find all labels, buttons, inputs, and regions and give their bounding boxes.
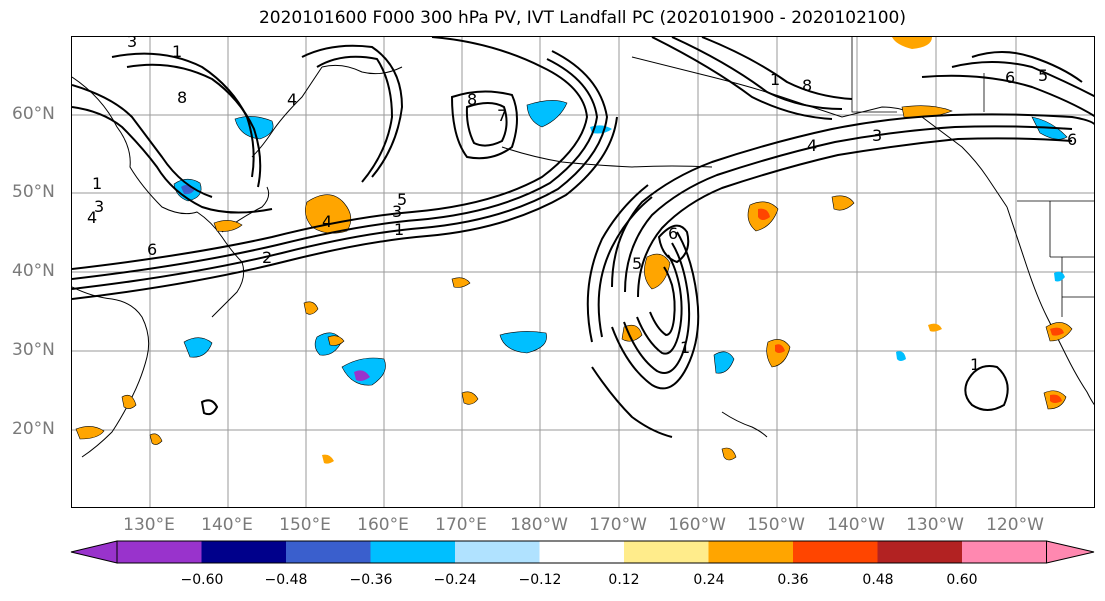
contour-label: 6 — [1005, 68, 1015, 87]
contour-label: 3 — [872, 126, 882, 145]
colorbar-segment — [286, 541, 371, 563]
contour-label: 3 — [94, 197, 104, 216]
colorbar-tick: −0.60 — [180, 572, 224, 588]
lat-label: 30°N — [12, 340, 55, 360]
contour-label: 4 — [87, 208, 97, 227]
contour-label: 1 — [680, 338, 690, 357]
contour-label: 1 — [92, 174, 102, 193]
colorbar-tick: −0.36 — [349, 572, 393, 588]
colorbar-tick: −0.12 — [518, 572, 562, 588]
lat-label: 60°N — [12, 104, 55, 124]
lon-label: 150°W — [747, 515, 805, 535]
contour-label: 6 — [1067, 130, 1077, 149]
lon-label: 170°W — [589, 515, 647, 535]
contour-label: 5 — [397, 190, 407, 209]
colorbar-segment — [877, 541, 963, 563]
contour-label: 6 — [668, 224, 678, 243]
lat-label: 50°N — [12, 182, 55, 202]
colorbar-tick: 0.48 — [862, 572, 894, 588]
map-panel: 1 3 4 1 3 4 6 2 4 3 1 5 8 8 7 5 6 1 4 8 … — [71, 36, 1095, 508]
colorbar-segment — [117, 541, 202, 563]
contour-label: 1 — [172, 42, 182, 61]
lon-label: 130°E — [123, 515, 175, 535]
lat-label: 20°N — [12, 419, 55, 439]
contour-label: 8 — [177, 88, 187, 107]
contour-label: 4 — [287, 90, 297, 109]
contour-label: 1 — [970, 355, 980, 374]
colorbar-segment — [708, 541, 794, 563]
contour-label: 7 — [497, 106, 507, 125]
pc-shading-negative — [173, 100, 1068, 386]
colorbar-tick: 0.60 — [946, 572, 978, 588]
lon-label: 120°W — [986, 515, 1044, 535]
contour-label: 1 — [394, 220, 404, 239]
lon-label: 140°W — [827, 515, 885, 535]
contour-label: 8 — [802, 76, 812, 95]
colorbar-extend-low — [70, 540, 118, 564]
colorbar-tick: 0.24 — [693, 572, 725, 588]
colorbar-tick: 0.12 — [608, 572, 640, 588]
lon-label: 140°E — [201, 515, 253, 535]
colorbar-tick: −0.48 — [264, 572, 308, 588]
colorbar-outline — [116, 540, 1047, 564]
colorbar-segment — [370, 541, 456, 563]
contour-label: 4 — [807, 136, 817, 155]
lon-label: 180°W — [510, 515, 568, 535]
coastlines — [72, 56, 1094, 458]
contour-label: 5 — [632, 254, 642, 273]
lon-label: 160°W — [668, 515, 726, 535]
contour-label: 5 — [1038, 66, 1048, 85]
map-canvas: 1 3 4 1 3 4 6 2 4 3 1 5 8 8 7 5 6 1 4 8 … — [72, 37, 1094, 507]
contour-label: 3 — [392, 202, 402, 221]
lat-label: 40°N — [12, 261, 55, 281]
contour-label: 6 — [147, 240, 157, 259]
map-title: 2020101600 F000 300 hPa PV, IVT Landfall… — [258, 8, 906, 28]
colorbar-tick: 0.36 — [777, 572, 809, 588]
colorbar — [70, 540, 1095, 564]
contour-labels: 1 3 4 1 3 4 6 2 4 3 1 5 8 8 7 5 6 1 4 8 … — [87, 37, 1077, 374]
contour-label: 1 — [770, 70, 780, 89]
pv-contours — [72, 37, 1094, 438]
colorbar-tick: −0.24 — [433, 572, 477, 588]
colorbar-segment — [455, 541, 540, 563]
colorbar-segment — [539, 541, 625, 563]
lon-label: 150°E — [279, 515, 331, 535]
contour-label: 4 — [322, 212, 332, 231]
lon-label: 130°W — [906, 515, 964, 535]
colorbar-segment — [793, 541, 878, 563]
contour-label: 3 — [127, 37, 137, 51]
colorbar-segment — [201, 541, 287, 563]
lon-label: 170°E — [435, 515, 487, 535]
colorbar-extend-high — [1046, 540, 1095, 564]
lon-label: 160°E — [357, 515, 409, 535]
borders — [851, 37, 1094, 317]
colorbar-segment — [962, 541, 1047, 563]
colorbar-segment — [624, 541, 709, 563]
pc-shading-positive — [75, 37, 1073, 464]
contour-label: 8 — [467, 90, 477, 109]
contour-label: 2 — [262, 248, 272, 267]
